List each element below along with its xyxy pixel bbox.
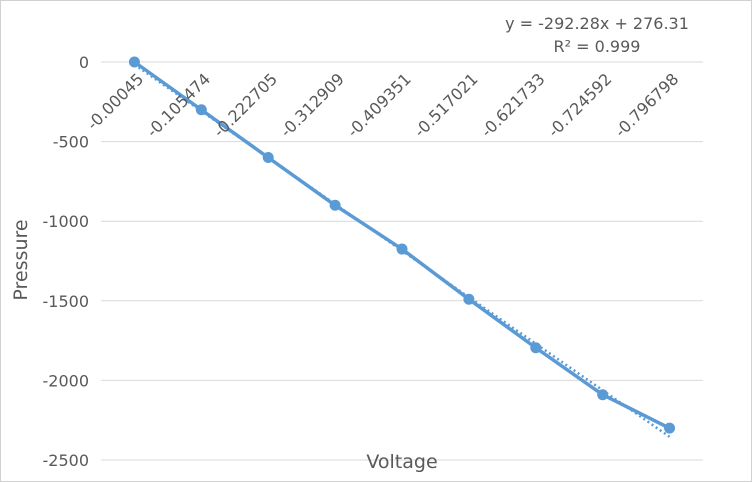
gridlines (101, 61, 703, 461)
data-point (262, 152, 274, 164)
y-tick-label: -1500 (43, 292, 90, 311)
data-point (128, 56, 140, 68)
y-tick-label: -2000 (43, 371, 90, 390)
data-point (597, 389, 609, 401)
y-tick-label: -500 (53, 133, 89, 152)
data-point (463, 293, 475, 305)
data-point (664, 422, 676, 434)
y-tick-label: 0 (79, 53, 89, 72)
data-point (396, 243, 408, 255)
y-axis-ticks: 0 -500 -1000 -1500 -2000 -2500 (43, 53, 90, 470)
x-axis-title: Voltage (366, 451, 437, 473)
data-point (530, 342, 542, 354)
y-axis-title: Pressure (10, 219, 32, 300)
trendline-equation: y = -292.28x + 276.31 (505, 14, 689, 33)
data-point (329, 199, 341, 211)
trendline-r-squared: R² = 0.999 (554, 37, 641, 56)
y-tick-label: -1000 (43, 212, 90, 231)
series-group (128, 56, 676, 434)
y-tick-label: -2500 (43, 451, 90, 470)
data-point (195, 104, 207, 116)
